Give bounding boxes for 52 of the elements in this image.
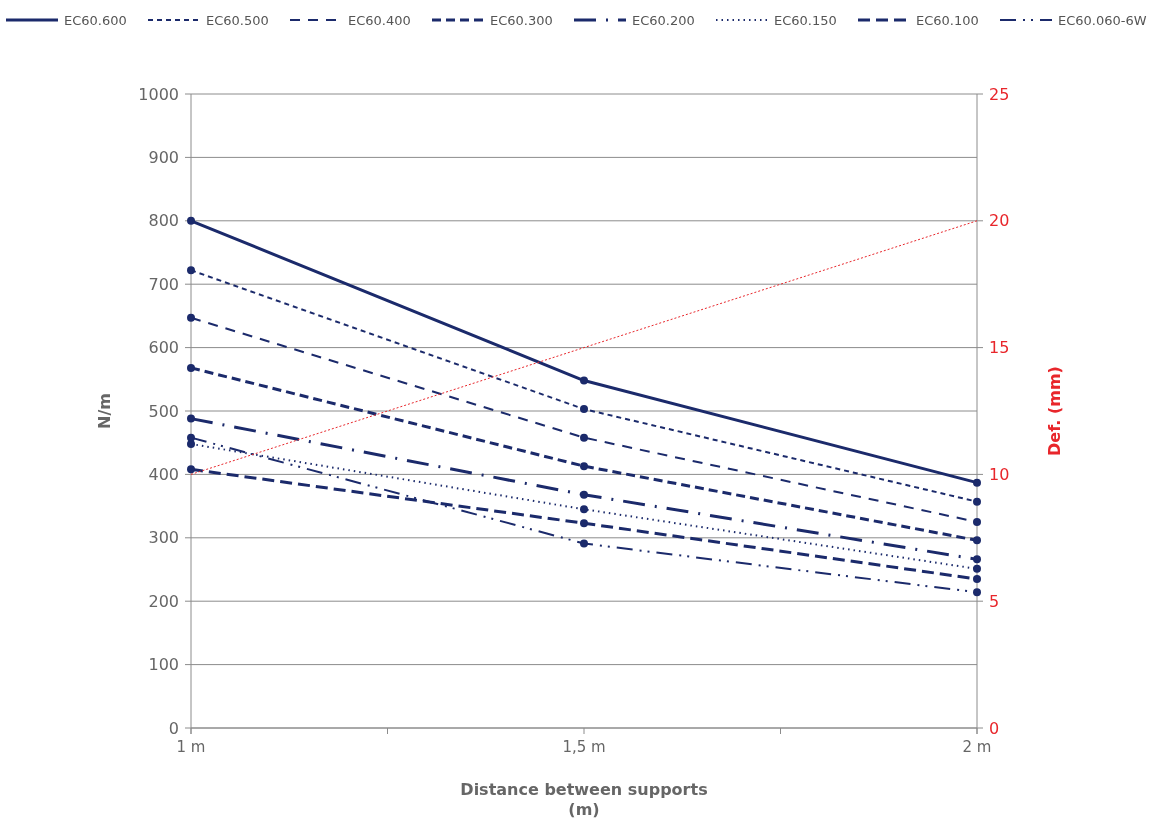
- y-tick-label: 100: [148, 655, 179, 675]
- point: [580, 539, 588, 548]
- y-tick-label: 700: [148, 274, 179, 294]
- x-tick-label: 1,5 m: [562, 738, 606, 756]
- point: [580, 376, 588, 385]
- y2-axis-title: Def. (mm): [1045, 366, 1064, 456]
- point: [973, 478, 981, 487]
- y-tick-label: 0: [168, 718, 179, 738]
- y-tick-label: 900: [148, 148, 179, 167]
- legend-label: EC60.060-6W: [1058, 12, 1147, 28]
- legend-label: EC60.200: [632, 12, 695, 28]
- y-tick-label: 400: [148, 465, 179, 484]
- y-tick-label: 1000: [138, 84, 179, 104]
- point: [973, 588, 981, 597]
- point: [187, 363, 195, 372]
- y2-tick-label: 15: [989, 338, 1010, 358]
- point: [580, 405, 588, 414]
- x-tick-label: 1 m: [176, 738, 206, 756]
- point: [187, 313, 195, 322]
- legend-label: EC60.100: [916, 12, 979, 28]
- point: [187, 433, 195, 442]
- y2-tick-label: 20: [989, 211, 1010, 231]
- legend-label: EC60.600: [64, 12, 127, 28]
- point: [187, 266, 195, 275]
- y2-tick-label: 5: [989, 591, 1000, 611]
- point: [580, 505, 588, 514]
- y2-tick-label: 10: [989, 465, 1010, 484]
- point: [580, 433, 588, 442]
- legend-label: EC60.300: [490, 12, 553, 28]
- y-tick-label: 200: [148, 591, 179, 611]
- y-tick-label: 500: [148, 401, 179, 421]
- legend-label: EC60.500: [206, 12, 269, 28]
- point: [973, 575, 981, 584]
- y-tick-label: 300: [148, 528, 179, 548]
- y-axis-title: N/m: [95, 393, 114, 429]
- point: [973, 536, 981, 545]
- point: [187, 414, 195, 423]
- legend-label: EC60.150: [774, 12, 837, 28]
- x-axis-title: Distance between supports (m): [460, 780, 708, 819]
- y2-tick-label: 0: [989, 718, 1000, 738]
- point: [580, 462, 588, 471]
- y2-tick-label: 25: [989, 84, 1010, 104]
- point: [973, 555, 981, 564]
- point: [973, 517, 981, 526]
- point: [973, 497, 981, 506]
- y-tick-label: 800: [148, 211, 179, 231]
- legend-label: EC60.400: [348, 12, 411, 28]
- point: [580, 490, 588, 499]
- y-tick-label: 600: [148, 338, 179, 358]
- point: [973, 564, 981, 573]
- point: [580, 519, 588, 528]
- x-tick-label: 2 m: [962, 738, 992, 756]
